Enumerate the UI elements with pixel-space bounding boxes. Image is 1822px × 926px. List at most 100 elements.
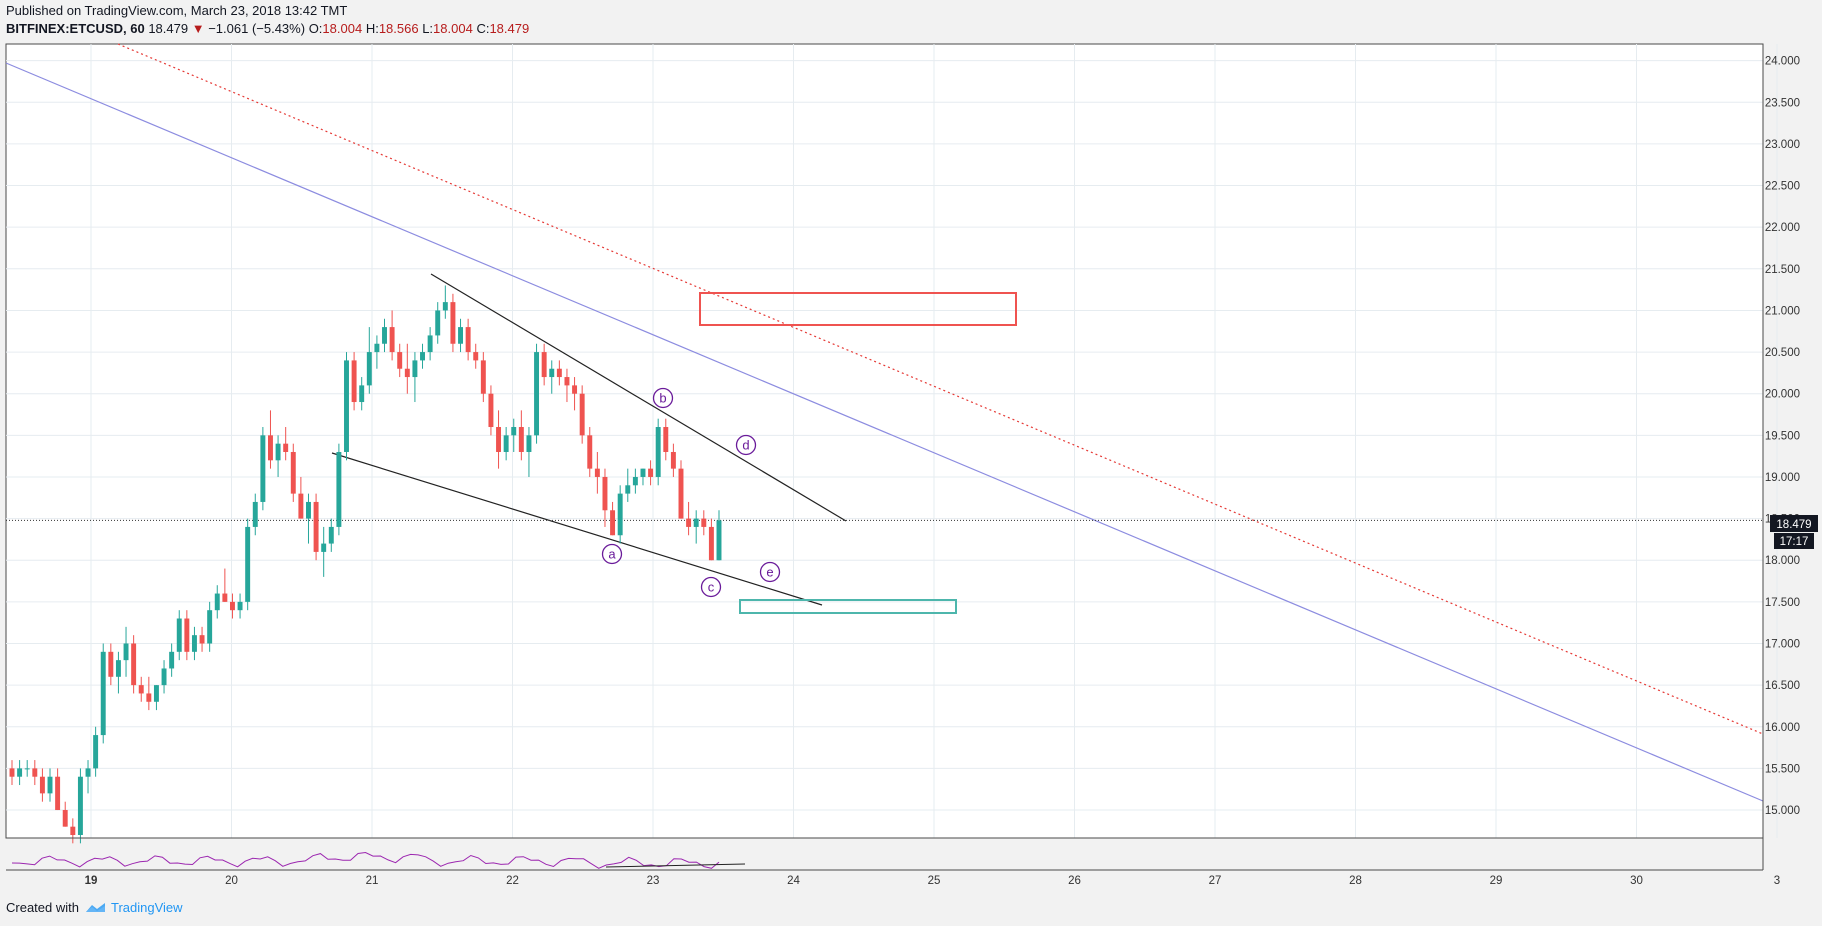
- candle: [146, 676, 152, 711]
- countdown-badge: 17:17: [1780, 536, 1809, 548]
- candle: [534, 343, 540, 444]
- y-tick-label: 16.000: [1765, 722, 1800, 734]
- candle: [237, 593, 243, 619]
- x-tick-label: 23: [647, 875, 660, 887]
- drawing-layer: [5, 43, 1764, 802]
- symbol-label[interactable]: BITFINEX:ETCUSD, 60: [6, 21, 145, 36]
- candle: [670, 443, 676, 477]
- candle: [693, 510, 699, 544]
- tradingview-brand[interactable]: TradingView: [110, 900, 183, 915]
- candle: [526, 427, 532, 477]
- overlay-layer: a b c d e: [601, 387, 781, 598]
- y-tick-label: 20.500: [1765, 347, 1800, 359]
- y-tick-label: 21.500: [1765, 264, 1800, 276]
- x-tick-label: 28: [1349, 875, 1362, 887]
- candle: [359, 377, 365, 411]
- y-tick-label: 22.000: [1765, 222, 1800, 234]
- y-tick-label: 19.500: [1765, 430, 1800, 442]
- svg-text:b: b: [659, 391, 666, 406]
- wave-label-e: e: [759, 561, 781, 583]
- wave-label-a: a: [601, 543, 623, 565]
- candle: [131, 635, 137, 694]
- y-tick-label: 20.000: [1765, 389, 1800, 401]
- candle: [32, 760, 38, 786]
- candle: [313, 493, 319, 561]
- candle: [518, 410, 524, 461]
- candle: [382, 318, 387, 353]
- created-with-label: Created with: [6, 900, 79, 915]
- candle: [47, 768, 53, 802]
- candle: [191, 626, 197, 661]
- candle: [344, 352, 349, 461]
- low-label: L:: [422, 21, 434, 36]
- candle: [442, 285, 448, 319]
- candle: [716, 510, 722, 561]
- candle: [632, 468, 638, 494]
- candle: [678, 460, 684, 519]
- triangle-lower-line: [331, 452, 823, 606]
- candle: [17, 760, 23, 786]
- candle: [275, 435, 281, 477]
- candle: [77, 768, 83, 844]
- candle: [564, 368, 570, 403]
- candle: [594, 451, 600, 494]
- candle: [511, 418, 517, 452]
- y-tick-label: 24.000: [1765, 56, 1800, 68]
- low-value: 18.004: [433, 21, 473, 36]
- x-tick-label: 30: [1630, 875, 1643, 887]
- chart-pane[interactable]: [5, 43, 1764, 839]
- candle: [458, 318, 463, 353]
- candle: [252, 493, 258, 536]
- candle: [374, 335, 380, 369]
- last-price-badge-bg: [1770, 515, 1818, 532]
- close-label: C:: [476, 21, 490, 36]
- candle: [503, 427, 509, 461]
- candle: [70, 818, 76, 844]
- tradingview-logo-icon: [85, 902, 105, 912]
- rsi-pane: [6, 837, 1763, 869]
- candle: [404, 343, 410, 394]
- y-tick-label: 23.500: [1765, 97, 1800, 109]
- candle: [617, 485, 623, 544]
- wave-label-d: d: [735, 434, 757, 456]
- time-axis[interactable]: 19 20 21 22 23 24 25 26 27 28 29 30 3: [6, 869, 1780, 887]
- candle: [663, 418, 669, 461]
- candle: [108, 643, 114, 686]
- candle: [176, 610, 182, 661]
- candle: [587, 427, 593, 477]
- svg-text:a: a: [608, 547, 616, 562]
- y-tick-label: 22.500: [1765, 181, 1800, 193]
- candle: [138, 676, 144, 702]
- candle: [55, 768, 61, 811]
- candle: [549, 360, 555, 394]
- triangle-upper-line: [430, 273, 847, 522]
- x-tick-label: 25: [928, 875, 941, 887]
- candle: [450, 293, 456, 353]
- candle: [556, 360, 562, 386]
- x-tick-label: 3: [1774, 875, 1780, 887]
- candle: [389, 310, 395, 361]
- candle: [24, 760, 30, 777]
- candle: [366, 327, 372, 394]
- price-change: −1.061 (−5.43%): [208, 21, 306, 36]
- candle: [115, 651, 121, 694]
- tradingview-link[interactable]: TradingView: [85, 900, 183, 915]
- resistance-dotted-line: [117, 43, 1764, 735]
- candle: [648, 460, 654, 486]
- candle: [640, 468, 646, 486]
- price-axis[interactable]: 24.000 23.500 23.000 22.500 22.000 21.500 21.0…: [1762, 44, 1800, 870]
- descending-trendline: [5, 62, 1764, 802]
- resistance-zone-box: [699, 292, 1017, 326]
- candle: [199, 626, 205, 652]
- candle: [496, 410, 502, 469]
- countdown-badge-bg: [1774, 533, 1814, 549]
- x-tick-label: 22: [506, 875, 519, 887]
- footer: Created with TradingView: [6, 900, 183, 915]
- candle: [39, 768, 45, 802]
- svg-text:c: c: [708, 580, 715, 595]
- candle: [100, 643, 106, 744]
- price-badges: 18.479 17:17: [1770, 515, 1818, 549]
- candlestick-series: [9, 285, 722, 844]
- published-line: Published on TradingView.com, March 23, …: [6, 3, 348, 18]
